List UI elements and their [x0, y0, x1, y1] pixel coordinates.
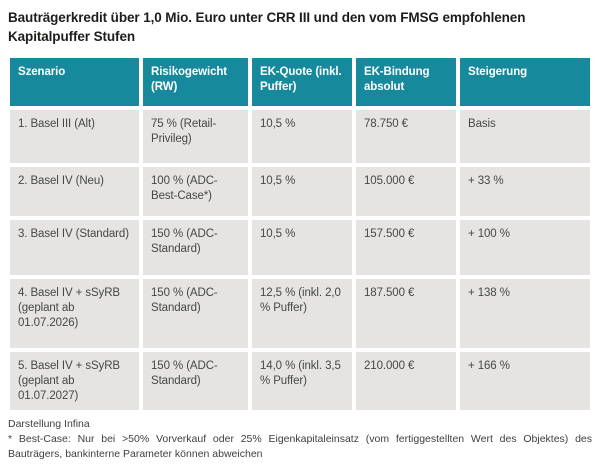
table-cell: 210.000 € [356, 351, 456, 410]
column-header-risikogewicht: Risikogewicht (RW) [143, 57, 248, 106]
table-cell: 75 % (Retail-Privileg) [143, 109, 248, 163]
table-cell: + 166 % [460, 351, 590, 410]
column-header-ek-bindung: EK-Bindung absolut [356, 57, 456, 106]
infographic: Bauträgerkredit über 1,0 Mio. Euro unter… [0, 9, 600, 462]
table-cell: 3. Basel IV (Standard) [10, 219, 139, 275]
source-note: Darstellung Infina [8, 417, 90, 430]
column-header-steigerung: Steigerung [460, 57, 590, 106]
table-cell: 78.750 € [356, 109, 456, 163]
table-cell: 100 % (ADC-Best-Case*) [143, 166, 248, 216]
table-cell: 10,5 % [252, 109, 352, 163]
table-cell: + 33 % [460, 166, 590, 216]
table-cell: 5. Basel IV + sSyRB (geplant ab 01.07.20… [10, 351, 139, 410]
table-cell: 105.000 € [356, 166, 456, 216]
table-cell: + 138 % [460, 278, 590, 348]
table-cell: 2. Basel IV (Neu) [10, 166, 139, 216]
table-cell: 4. Basel IV + sSyRB (geplant ab 01.07.20… [10, 278, 139, 348]
table-cell: 10,5 % [252, 219, 352, 275]
table-cell: 10,5 % [252, 166, 352, 216]
table-cell: 12,5 % (inkl. 2,0 % Puffer) [252, 278, 352, 348]
table-cell: 150 % (ADC-Standard) [143, 351, 248, 410]
footnote: * Best-Case: Nur bei >50% Vorverkauf ode… [8, 433, 592, 461]
table-cell: 150 % (ADC-Standard) [143, 278, 248, 348]
table-cell: 157.500 € [356, 219, 456, 275]
table-cell: 14,0 % (inkl. 3,5 % Puffer) [252, 351, 352, 410]
page-title: Bauträgerkredit über 1,0 Mio. Euro unter… [8, 10, 526, 44]
table-cell: 150 % (ADC-Standard) [143, 219, 248, 275]
table-cell: 1. Basel III (Alt) [10, 109, 139, 163]
table-cell: Basis [460, 109, 590, 163]
table-cell: + 100 % [460, 219, 590, 275]
scenario-table: Szenario Risikogewicht (RW) EK-Quote (in… [10, 57, 590, 410]
column-header-ek-quote: EK-Quote (inkl. Puffer) [252, 57, 352, 106]
table-cell: 187.500 € [356, 278, 456, 348]
column-header-szenario: Szenario [10, 57, 139, 106]
